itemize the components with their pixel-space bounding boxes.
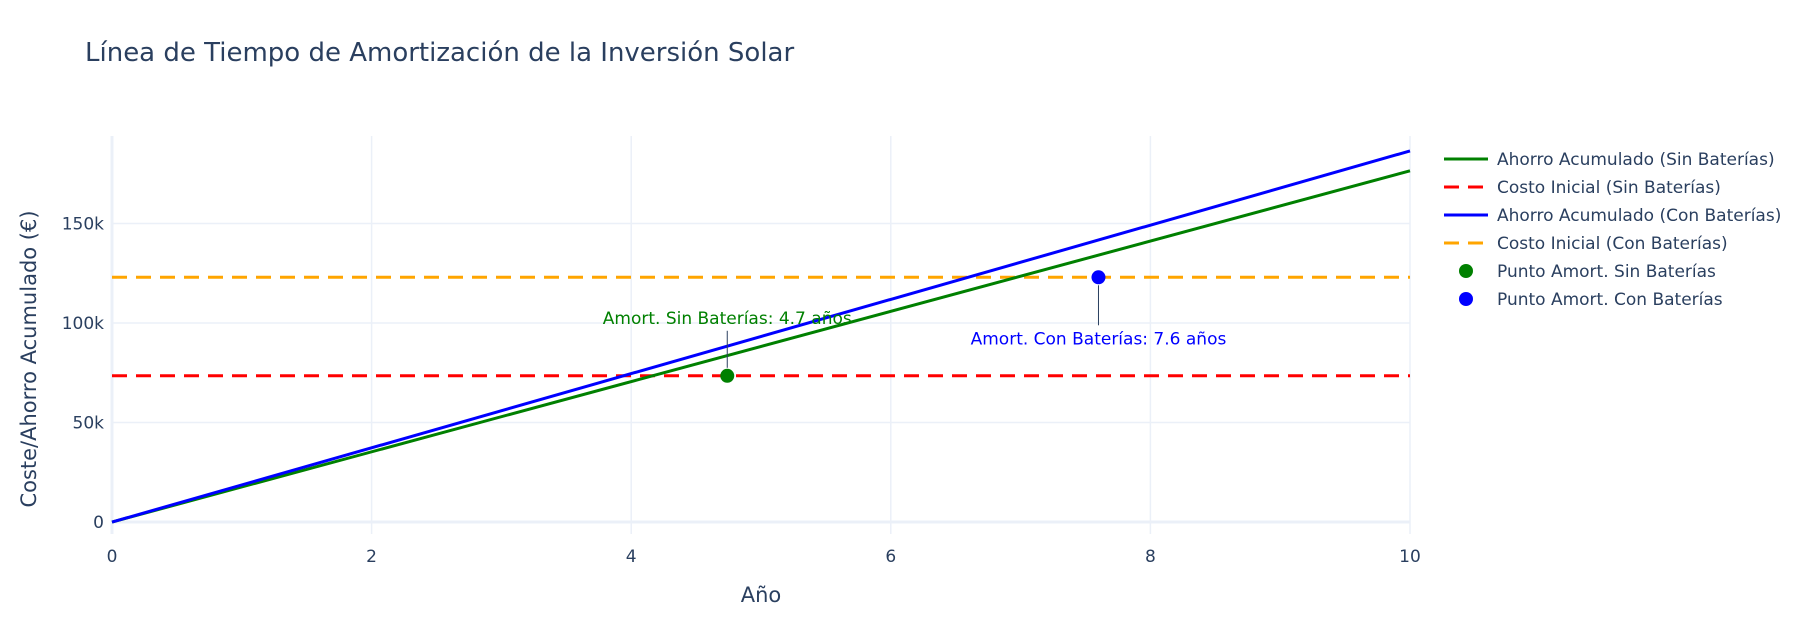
legend-label: Punto Amort. Sin Baterías xyxy=(1497,262,1716,282)
series-marker-5 xyxy=(1091,270,1106,285)
legend-swatch-4 xyxy=(1459,264,1473,278)
legend-swatch-5 xyxy=(1459,292,1473,306)
legend-label: Costo Inicial (Sin Baterías) xyxy=(1497,178,1721,198)
legend-label: Costo Inicial (Con Baterías) xyxy=(1497,234,1728,254)
series-line-2 xyxy=(111,149,1411,524)
x-tick-label: 10 xyxy=(1399,547,1421,567)
x-axis-ticks: 0 2 4 6 8 10 xyxy=(107,547,1421,567)
x-tick-label: 2 xyxy=(366,547,377,567)
series-marker-4 xyxy=(720,368,735,383)
chart-title: Línea de Tiempo de Amortización de la In… xyxy=(85,38,794,68)
legend-label: Punto Amort. Con Baterías xyxy=(1497,290,1723,310)
series-layer xyxy=(111,149,1411,524)
legend-label: Ahorro Acumulado (Con Baterías) xyxy=(1497,206,1781,226)
legend: Ahorro Acumulado (Sin Baterías) Costo Ini… xyxy=(1444,150,1781,310)
series-line-0 xyxy=(111,169,1411,524)
y-axis-ticks: 0 50k 100k 150k xyxy=(62,215,104,534)
legend-label: Ahorro Acumulado (Sin Baterías) xyxy=(1497,150,1775,170)
annotation-layer: Amort. Sin Baterías: 4.7 años Amort. Con … xyxy=(603,285,1227,368)
y-tick-label: 0 xyxy=(93,513,104,533)
y-tick-label: 150k xyxy=(62,215,104,235)
x-axis-title: Año xyxy=(741,583,782,607)
y-tick-label: 50k xyxy=(73,414,105,434)
x-tick-label: 6 xyxy=(885,547,896,567)
x-tick-label: 8 xyxy=(1145,547,1156,567)
annotation-label: Amort. Con Baterías: 7.6 años xyxy=(971,329,1227,349)
y-tick-label: 100k xyxy=(62,314,104,334)
annotation-label: Amort. Sin Baterías: 4.7 años xyxy=(603,309,852,329)
x-tick-label: 4 xyxy=(626,547,637,567)
grid xyxy=(110,136,1411,534)
x-tick-label: 0 xyxy=(107,547,118,567)
y-axis-title: Coste/Ahorro Acumulado (€) xyxy=(17,210,41,507)
